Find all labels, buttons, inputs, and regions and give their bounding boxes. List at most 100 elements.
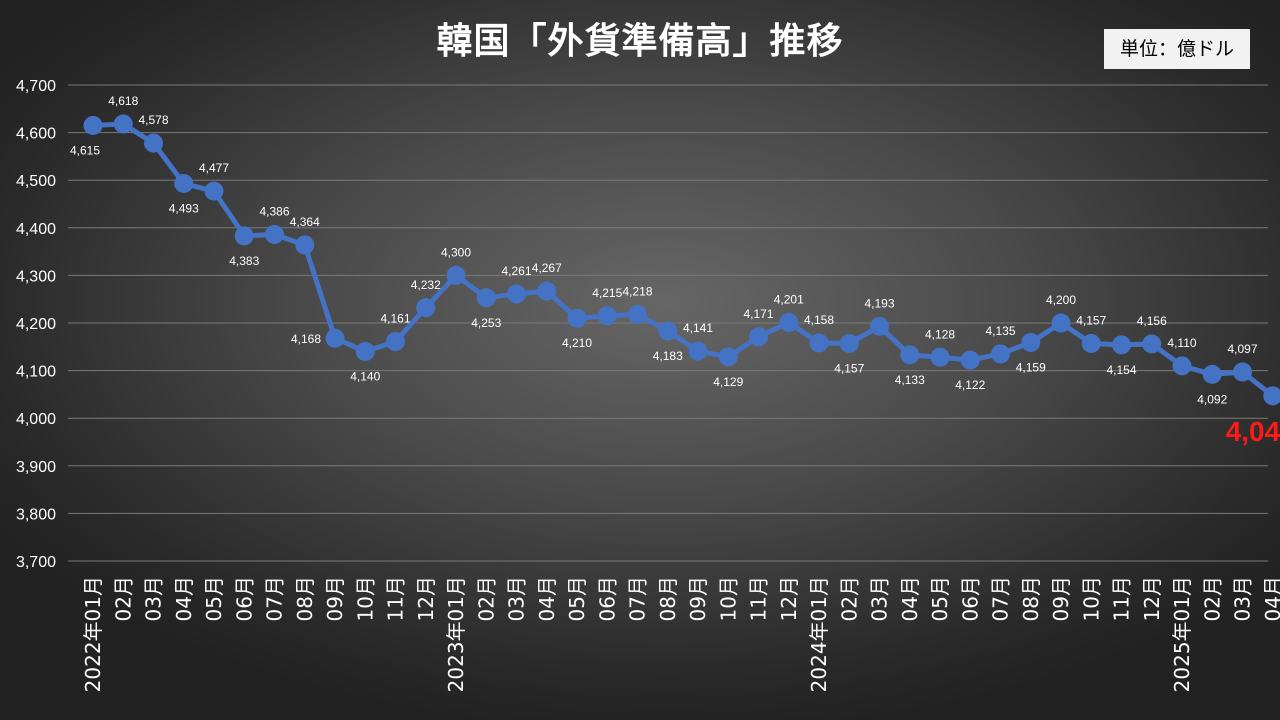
x-tick-label: 10月 [353,576,377,621]
data-point [1142,334,1162,354]
y-tick-label: 4,300 [16,268,56,285]
y-tick-label: 3,700 [16,554,56,571]
x-tick-label: 2024年01月 [807,576,831,692]
x-tick-label: 03月 [868,576,892,621]
data-point [900,345,920,365]
data-point [476,288,496,308]
x-tick-label: 11月 [747,576,771,621]
data-label: 4,232 [411,278,441,292]
x-tick-label: 07月 [263,576,287,621]
x-tick-label: 09月 [1049,576,1073,621]
data-point [628,304,647,324]
data-point [991,344,1010,364]
data-point [507,284,526,304]
data-label: 4,201 [774,293,804,307]
data-point [1233,362,1252,382]
x-tick-label: 05月 [928,576,952,621]
data-point [809,333,829,353]
x-tick-label: 2022年01月 [81,576,105,692]
x-tick-label: 06月 [232,576,256,621]
data-point [446,265,466,285]
x-tick-label: 12月 [777,576,801,621]
data-point [718,347,738,367]
unit-badge: 単位：億ドル [1104,29,1250,69]
data-point [234,226,254,246]
x-tick-label: 12月 [414,576,438,621]
x-tick-label: 12月 [1140,576,1164,621]
data-point [325,328,345,348]
x-tick-label: 2025年01月 [1170,576,1194,692]
x-tick-label: 11月 [384,576,408,621]
data-label: 4,157 [834,361,864,375]
data-label: 4,133 [895,373,925,387]
data-label: 4,493 [169,202,199,216]
x-tick-label: 02月 [111,576,135,621]
data-point [537,281,557,301]
data-point [1051,313,1071,333]
y-tick-label: 4,100 [16,364,56,381]
data-label: 4,135 [985,324,1015,338]
y-tick-label: 4,700 [16,78,56,95]
x-tick-label: 04月 [1261,576,1280,621]
y-tick-label: 4,400 [16,221,56,238]
x-tick-label: 03月 [142,576,166,621]
data-point [1172,356,1192,376]
data-label: 4,159 [1016,361,1046,375]
x-tick-label: 04月 [172,576,196,621]
x-tick-label: 03月 [505,576,529,621]
x-tick-label: 08月 [293,576,317,621]
data-point [1021,333,1041,353]
data-point [355,342,375,362]
x-tick-label: 04月 [535,576,559,621]
x-tick-label: 03月 [1231,576,1255,621]
x-tick-label: 10月 [1079,576,1103,621]
data-label: 4,110 [1167,336,1196,350]
data-label: 4,578 [138,113,168,127]
x-tick-label: 09月 [323,576,347,621]
data-point [960,350,980,370]
data-label: 4,618 [108,94,138,108]
data-label: 4,210 [562,336,592,350]
data-label: 4,383 [229,254,259,268]
y-tick-label: 4,200 [16,316,56,333]
x-tick-label: 04月 [898,576,922,621]
data-points [83,114,1280,406]
data-point [870,316,889,336]
data-point [204,181,224,201]
data-point [597,306,617,326]
data-label: 4,161 [380,312,410,326]
data-label: 4,129 [713,375,743,389]
x-tick-label: 02月 [1200,576,1224,621]
x-tick-label: 05月 [565,576,589,621]
data-label: 4,477 [199,161,229,175]
x-tick-label: 02月 [837,576,861,621]
data-point [174,174,194,194]
data-point [930,347,950,367]
x-tick-label: 08月 [1019,576,1043,621]
x-tick-label: 02月 [474,576,498,621]
data-point [839,333,859,353]
x-tick-label: 11月 [1110,576,1134,621]
data-label: 4,097 [1227,342,1257,356]
data-label: 4,183 [653,349,683,363]
data-label: 4,364 [290,215,320,229]
data-label: 4,122 [955,378,985,392]
series-line [92,121,1275,398]
x-tick-label: 09月 [686,576,710,621]
data-point [749,327,768,347]
data-point [416,298,436,318]
x-tick-label: 07月 [626,576,650,621]
y-axis-ticks: 3,700 3,800 3,900 4,000 4,100 4,200 4,300 4,400… [16,78,56,571]
x-tick-label: 08月 [656,576,680,621]
x-tick-label: 10月 [716,576,740,621]
data-point [1112,335,1131,355]
data-point [1263,386,1280,406]
y-tick-label: 3,900 [16,459,56,476]
data-label: 4,154 [1106,363,1136,377]
data-point [386,332,405,352]
data-point [1202,364,1222,384]
data-label: 4,141 [683,321,713,335]
y-tick-label: 4,000 [16,411,56,428]
x-tick-label: 07月 [989,576,1013,621]
data-point [1081,333,1101,353]
